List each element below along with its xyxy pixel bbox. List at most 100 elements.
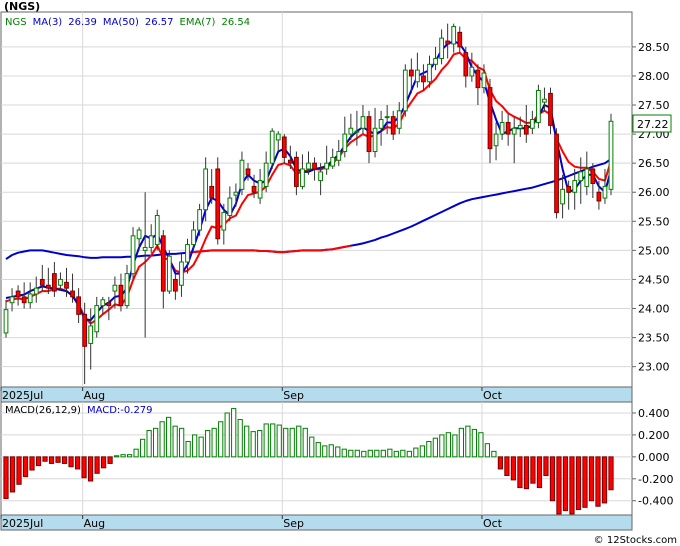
candle-body-down bbox=[390, 116, 396, 135]
candle-body-down bbox=[294, 156, 299, 187]
candle-body-down bbox=[245, 168, 251, 176]
macd-bar-positive bbox=[179, 427, 185, 458]
candle-body-down bbox=[39, 278, 45, 286]
macd-bar-negative bbox=[42, 456, 48, 462]
macd-tick-label: -0.200 bbox=[638, 473, 673, 486]
macd-tick-label: -0.400 bbox=[638, 495, 673, 508]
candle-body-down bbox=[487, 87, 493, 150]
macd-bar-positive bbox=[159, 421, 165, 458]
candle-body-up bbox=[239, 159, 245, 190]
macd-bar-positive bbox=[283, 427, 289, 458]
candlesticks bbox=[3, 23, 614, 385]
candle-body-up bbox=[306, 162, 311, 170]
candle-body-up bbox=[203, 168, 209, 211]
candle-body-down bbox=[251, 185, 257, 193]
candle-body-up bbox=[342, 133, 348, 153]
macd-bar-positive bbox=[315, 442, 321, 458]
candle-body-down bbox=[523, 124, 529, 135]
macd-bar-negative bbox=[81, 456, 87, 479]
date-label: Oct bbox=[483, 389, 503, 402]
price-tick-label: 26.00 bbox=[638, 186, 670, 199]
price-tick-label: 26.50 bbox=[638, 157, 670, 170]
macd-tick-label: 0.200 bbox=[638, 429, 670, 442]
macd-bar-positive bbox=[367, 449, 373, 458]
candle-body-down bbox=[64, 281, 69, 289]
macd-bar-positive bbox=[126, 454, 133, 458]
macd-bar-positive bbox=[406, 450, 412, 458]
macd-bar-negative bbox=[100, 456, 107, 469]
candle-body-down bbox=[82, 313, 88, 347]
price-legend: NGS MA(3) 26.39 MA(50) 26.57 EMA(7) 26.54 bbox=[5, 17, 250, 28]
candle-body-up bbox=[336, 151, 342, 161]
macd-bar-positive bbox=[302, 427, 308, 458]
candle-body-down bbox=[312, 162, 317, 170]
candle-body-up bbox=[511, 127, 517, 135]
macd-bar-positive bbox=[263, 423, 269, 458]
candle-body-up bbox=[602, 185, 608, 199]
watermark: © 12Stocks.com bbox=[594, 535, 677, 546]
last-price-box bbox=[632, 114, 672, 133]
macd-bar-positive bbox=[231, 408, 237, 458]
candle-body-up bbox=[517, 124, 523, 129]
candle-body-down bbox=[505, 121, 511, 135]
candle-body-down bbox=[287, 159, 293, 164]
macd-bar-positive bbox=[218, 421, 224, 458]
legend-text: MACD:-0.279 bbox=[87, 405, 153, 416]
macd-bar-positive bbox=[289, 427, 295, 458]
candle-body-up bbox=[197, 209, 202, 231]
macd-bar-positive bbox=[354, 449, 360, 458]
candle-body-down bbox=[281, 136, 287, 158]
macd-bar-negative bbox=[575, 456, 582, 511]
macd-bar-negative bbox=[55, 456, 61, 463]
macd-bar-positive bbox=[387, 448, 393, 458]
candle-body-up bbox=[27, 293, 33, 304]
macd-bar-positive bbox=[393, 450, 399, 458]
candle-body-up bbox=[378, 119, 384, 129]
candle-body-up bbox=[263, 162, 269, 187]
macd-bar-negative bbox=[517, 456, 523, 489]
macd-bar-positive bbox=[192, 434, 198, 458]
macd-bar-negative bbox=[549, 456, 556, 502]
macd-bar-negative bbox=[595, 456, 601, 507]
candle-body-up bbox=[88, 325, 94, 344]
macd-bar-positive bbox=[120, 454, 126, 458]
candle-body-up bbox=[348, 127, 354, 135]
candle-body-up bbox=[9, 296, 15, 304]
candle-body-up bbox=[94, 305, 100, 333]
date-label: Oct bbox=[483, 517, 503, 530]
macd-bar-positive bbox=[341, 448, 347, 458]
macd-bar-positive bbox=[166, 416, 172, 458]
macd-bar-negative bbox=[22, 456, 29, 478]
candle-body-up bbox=[572, 180, 578, 193]
candle-body-up bbox=[227, 197, 233, 216]
macd-bar-negative bbox=[87, 456, 94, 482]
price-tick-label: 24.00 bbox=[638, 303, 670, 316]
macd-bar-negative bbox=[530, 456, 536, 484]
price-tick-label: 28.00 bbox=[638, 70, 670, 83]
candle-body-down bbox=[475, 69, 481, 89]
macd-bar-negative bbox=[16, 456, 22, 485]
candle-body-down bbox=[445, 40, 451, 45]
macd-bar-negative bbox=[582, 456, 588, 508]
candle-body-up bbox=[269, 130, 275, 164]
macd-bar-negative bbox=[94, 456, 100, 474]
macd-bar-positive bbox=[133, 448, 139, 458]
last-price-tag: 27.22 bbox=[632, 114, 672, 133]
candle-body-up bbox=[433, 58, 438, 65]
candle-body-up bbox=[112, 284, 118, 292]
legend-text: MA(3) bbox=[33, 17, 63, 28]
candle-body-up bbox=[360, 116, 366, 129]
candle-body-up bbox=[542, 98, 547, 103]
macd-bar-negative bbox=[74, 456, 81, 470]
candle-body-down bbox=[21, 296, 27, 304]
macd-bar-negative bbox=[588, 456, 595, 502]
candle-body-down bbox=[106, 302, 112, 307]
macd-bar-negative bbox=[608, 456, 614, 491]
ticker-title: (NGS) bbox=[4, 0, 40, 13]
price-tick-label: 24.50 bbox=[638, 273, 670, 286]
macd-bar-negative bbox=[107, 456, 113, 464]
candle-body-down bbox=[173, 278, 178, 292]
macd-bar-negative bbox=[504, 456, 510, 477]
macd-bar-positive bbox=[250, 431, 256, 458]
candle-body-up bbox=[536, 89, 541, 123]
